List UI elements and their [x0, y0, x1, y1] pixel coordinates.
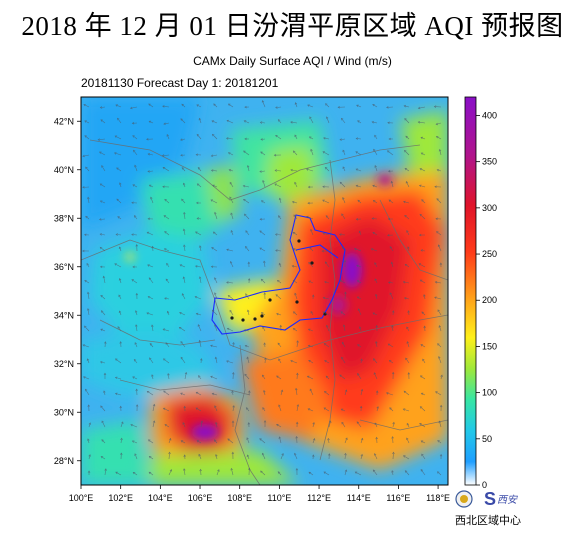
colorbar-tick-label: 200: [482, 295, 497, 305]
fenwei-plain-outline: [211, 214, 346, 335]
lat-tick-label: 28°N: [54, 456, 74, 466]
page-title: 2018 年 12 月 01 日汾渭平原区域 AQI 预报图: [21, 11, 564, 41]
forecast-date-line: 20181130 Forecast Day 1: 20181201: [81, 76, 279, 90]
colorbar-tick-label: 400: [482, 110, 497, 120]
map-subtitle: CAMx Daily Surface AQI / Wind (m/s): [193, 54, 392, 68]
lon-tick-label: 112°E: [307, 493, 331, 503]
lon-tick-label: 114°E: [347, 493, 371, 503]
lon-tick-label: 100°E: [69, 493, 94, 503]
lon-axis: 100°E 102°E 104°E 106°E 108°E 110°E 112°E 114°E…: [69, 485, 450, 503]
city-markers: [230, 239, 327, 322]
brand-s-icon: S: [484, 489, 496, 509]
lon-tick-label: 104°E: [148, 493, 173, 503]
colorbar-tick-label: 300: [482, 203, 497, 213]
lat-tick-label: 32°N: [54, 359, 74, 369]
lat-tick-label: 36°N: [54, 262, 74, 272]
brand-text: 西安: [497, 494, 518, 506]
colorbar-tick-label: 50: [482, 434, 492, 444]
org-name: 西北区域中心: [455, 515, 521, 527]
lat-tick-label: 30°N: [54, 407, 74, 417]
lon-tick-label: 116°E: [386, 493, 410, 503]
lon-tick-label: 102°E: [108, 493, 133, 503]
lat-tick-label: 40°N: [54, 165, 74, 175]
colorbar-tick-label: 350: [482, 157, 497, 167]
wind-vectors: [82, 100, 443, 476]
lon-tick-label: 106°E: [188, 493, 213, 503]
colorbar-tick-label: 0: [482, 480, 487, 490]
colorbar-tick-label: 100: [482, 388, 497, 398]
lon-tick-label: 108°E: [227, 493, 252, 503]
lat-tick-label: 34°N: [54, 310, 74, 320]
colorbar-tick-label: 250: [482, 249, 497, 259]
lat-tick-label: 38°N: [54, 213, 74, 223]
colorbar-tick-label: 150: [482, 341, 497, 351]
org-logo: S 西安: [455, 489, 518, 509]
lon-tick-label: 110°E: [267, 493, 291, 503]
lon-tick-label: 118°E: [426, 493, 450, 503]
lat-axis: 28°N 30°N 32°N 34°N 36°N 38°N 40°N 42°N: [54, 116, 81, 466]
aqi-field: [81, 97, 448, 485]
province-boundaries: [81, 139, 448, 485]
colorbar-ticks: 0 50 100 150 200 250 300 350 400: [476, 110, 497, 490]
lat-tick-label: 42°N: [54, 116, 74, 126]
map-frame: [80, 96, 449, 486]
aqi-colorbar: [464, 96, 477, 486]
